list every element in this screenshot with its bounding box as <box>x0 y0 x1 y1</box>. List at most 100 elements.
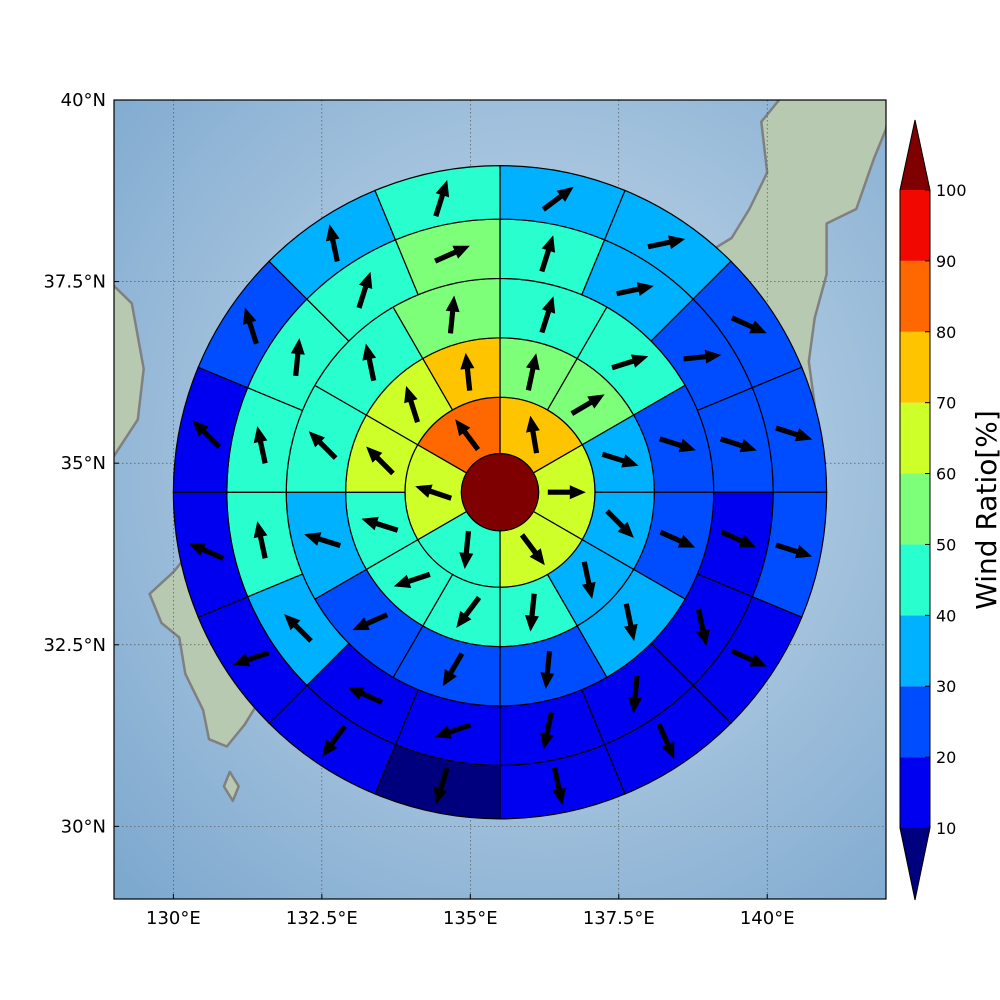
wind-arrow <box>526 415 540 454</box>
colorbar-tick-label: 90 <box>936 252 956 271</box>
wind-arrow <box>570 394 605 416</box>
wind-arrow <box>611 354 649 371</box>
wind-arrow <box>647 235 686 250</box>
wind-arrow <box>539 235 556 273</box>
wind-arrow <box>322 724 347 757</box>
colorbar-segment <box>900 615 930 687</box>
colorbar-segment <box>900 473 930 545</box>
colorbar-tick-label: 40 <box>936 606 956 625</box>
wind-arrow <box>540 711 554 750</box>
colorbar-segment <box>900 544 930 616</box>
wind-arrow <box>581 561 596 599</box>
wind-arrow <box>253 521 268 559</box>
wind-arrow <box>232 650 270 667</box>
wind-arrow <box>628 675 642 714</box>
y-tick-label: 30°N <box>61 816 106 837</box>
wind-arrow <box>775 425 813 442</box>
wind-arrow <box>188 543 225 561</box>
wind-arrow <box>415 484 452 501</box>
wind-arrow <box>541 186 574 212</box>
wind-arrow <box>719 436 757 453</box>
colorbar-segment <box>900 331 930 403</box>
map-frame <box>113 99 887 900</box>
colorbar-tick-label: 20 <box>936 748 956 767</box>
wind-arrow <box>623 603 638 641</box>
wind-arrow <box>525 593 539 632</box>
wind-arrow <box>720 529 757 548</box>
wind-arrow <box>616 282 654 297</box>
land-mass-0 <box>114 284 145 458</box>
colorbar-tick-label: 70 <box>936 394 956 413</box>
wind-arrow <box>696 608 710 647</box>
wind-arrow <box>366 446 395 476</box>
wind-arrow <box>284 614 313 643</box>
colorbar-title: Wind Ratio[%] <box>970 410 1000 610</box>
colorbar-tick-label: 80 <box>936 323 956 342</box>
wind-arrow <box>325 224 340 262</box>
wind-arrow <box>730 648 767 667</box>
wind-arrow <box>192 420 222 449</box>
x-axis-ticks: 130°E 132.5°E 135°E 137.5°E 140°E <box>146 894 795 929</box>
x-tick-label: 130°E <box>146 908 201 929</box>
colorbar-extend-min <box>900 828 930 900</box>
wind-arrow <box>775 542 813 559</box>
x-tick-label: 135°E <box>443 908 498 929</box>
wind-arrow <box>361 516 399 533</box>
colorbar-tick-label: 100 <box>936 181 967 200</box>
wind-arrow <box>433 767 450 805</box>
wind-arrow <box>659 529 696 548</box>
y-tick-label: 40°N <box>61 90 106 111</box>
wind-arrow <box>445 295 460 334</box>
wind-arrow <box>540 650 555 689</box>
colorbar-segment <box>900 260 930 332</box>
colorbar-tick-label: 50 <box>936 535 956 554</box>
wind-arrow <box>352 612 389 631</box>
wind-arrow <box>442 652 465 687</box>
colorbar: 10 20 30 40 50 60 70 80 90 100 <box>899 119 967 901</box>
colorbar-tick-label: 60 <box>936 465 956 484</box>
wind-arrow <box>455 419 481 452</box>
wind-arrow <box>519 533 545 566</box>
wind-arrow <box>456 595 482 628</box>
wind-arrow <box>356 271 373 309</box>
wind-arrow <box>253 426 268 464</box>
colorbar-segment <box>900 190 930 261</box>
wind-arrow <box>308 431 338 460</box>
x-tick-label: 132.5°E <box>286 908 358 929</box>
colorbar-segment <box>900 757 930 828</box>
y-tick-label: 32.5°N <box>43 635 106 656</box>
wind-arrow <box>460 352 475 391</box>
wind-arrow <box>362 343 377 382</box>
wind-arrow <box>552 767 566 805</box>
map-area <box>114 100 886 899</box>
wind-arrow <box>434 245 470 264</box>
wind-arrow <box>605 509 634 538</box>
x-tick-label: 140°E <box>740 908 795 929</box>
colorbar-extend-max <box>900 120 930 190</box>
colorbar-segment <box>900 402 930 474</box>
y-tick-label: 37.5°N <box>43 272 106 293</box>
wind-arrow <box>539 296 556 334</box>
colorbar-tick-label: 30 <box>936 677 956 696</box>
wind-ratio-sectors <box>172 165 828 820</box>
land-mass-5 <box>222 770 240 803</box>
wind-arrow <box>290 338 305 377</box>
colorbar-segment <box>900 686 930 758</box>
wind-arrow <box>304 532 342 549</box>
wind-arrow <box>547 485 586 500</box>
wind-arrow <box>525 353 540 391</box>
wind-arrow <box>404 385 420 423</box>
x-tick-label: 137.5°E <box>583 908 655 929</box>
colorbar-tick-label: 10 <box>936 819 956 838</box>
wind-arrow <box>730 315 767 334</box>
wind-arrow <box>459 530 474 569</box>
wind-arrow <box>433 180 450 217</box>
wind-arrows <box>188 180 813 805</box>
wind-arrow <box>243 307 259 345</box>
y-tick-label: 35°N <box>61 453 106 474</box>
wind-arrow <box>656 723 675 759</box>
wind-arrow <box>683 349 722 364</box>
wind-arrow <box>347 687 384 705</box>
wind-arrow <box>658 436 696 453</box>
